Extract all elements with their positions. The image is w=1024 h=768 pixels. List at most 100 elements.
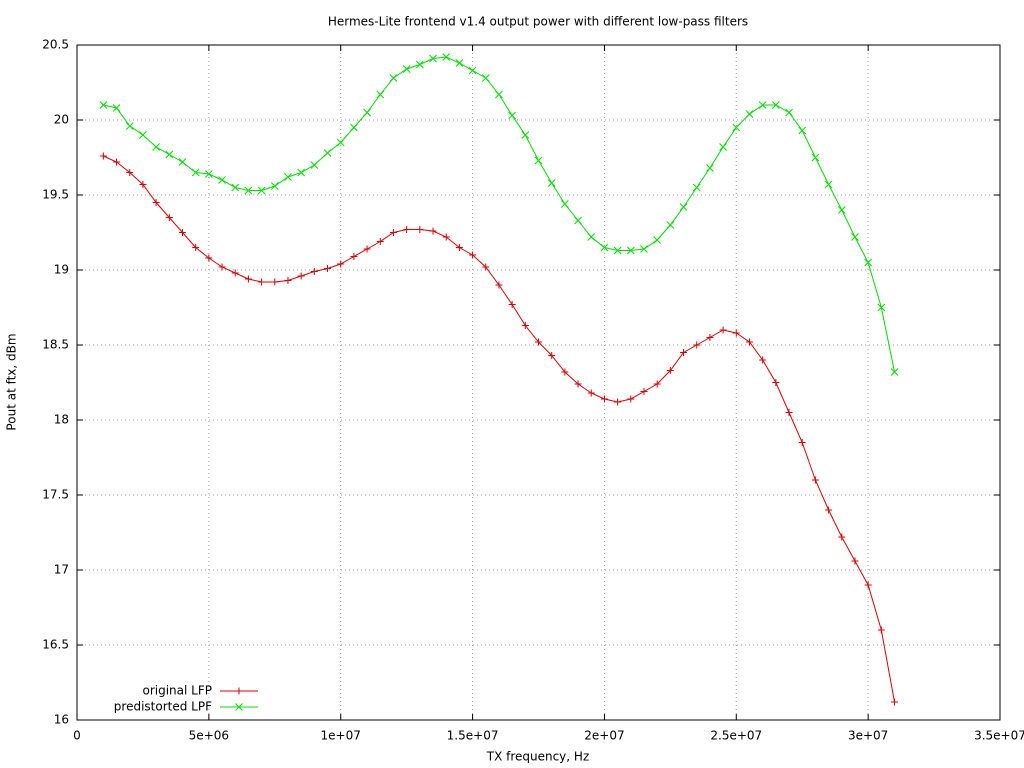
data-point <box>706 164 714 172</box>
series-line <box>103 56 896 373</box>
x-tick-label: 1.5e+07 <box>447 729 499 743</box>
data-point <box>785 108 793 117</box>
data-point <box>811 476 819 484</box>
data-point <box>495 90 503 99</box>
data-point <box>429 227 437 235</box>
data-point <box>732 329 740 337</box>
data-point <box>772 379 780 386</box>
data-point <box>139 181 147 188</box>
y-axis-label: Pout at ftx, dBm <box>5 333 19 430</box>
data-point <box>192 244 200 251</box>
data-point <box>205 254 213 262</box>
y-tick-label: 19 <box>54 263 69 277</box>
data-point <box>205 170 213 178</box>
data-point <box>126 169 134 176</box>
data-point <box>759 356 767 364</box>
data-point <box>798 126 807 135</box>
data-point <box>824 180 833 189</box>
data-point <box>389 229 397 236</box>
data-point <box>271 278 279 286</box>
data-point <box>235 687 243 695</box>
data-point <box>429 54 437 63</box>
data-point <box>284 173 292 181</box>
data-point <box>495 281 503 289</box>
data-point <box>363 108 371 117</box>
data-point <box>336 138 345 147</box>
data-point <box>679 203 688 211</box>
data-point <box>614 398 622 406</box>
data-point <box>825 506 833 514</box>
data-point <box>482 263 490 271</box>
data-point <box>561 200 569 208</box>
data-point <box>152 199 160 206</box>
data-point <box>640 245 648 253</box>
data-point <box>415 60 424 69</box>
data-point <box>666 221 675 229</box>
data-point <box>680 349 688 356</box>
data-point <box>851 233 859 241</box>
data-point <box>771 101 780 109</box>
y-tick-label: 18 <box>54 413 69 427</box>
x-tick-label: 2e+07 <box>584 729 624 743</box>
data-point <box>323 149 332 157</box>
data-point <box>798 439 806 446</box>
data-point <box>653 380 661 388</box>
data-point <box>218 263 226 271</box>
data-point <box>218 176 226 184</box>
data-point <box>600 243 609 252</box>
data-point <box>284 277 292 284</box>
x-tick-label: 5e+06 <box>189 729 229 743</box>
data-point <box>112 104 121 112</box>
y-tick-label: 16 <box>54 713 69 727</box>
data-point <box>99 152 107 160</box>
y-tick-label: 20 <box>54 113 69 127</box>
chart-title: Hermes-Lite frontend v1.4 output power w… <box>328 15 748 29</box>
series-line <box>103 155 896 703</box>
data-point <box>455 59 464 67</box>
data-point <box>692 183 701 192</box>
y-tick-label: 19.5 <box>42 188 69 202</box>
data-point <box>547 179 556 187</box>
data-point <box>270 182 279 190</box>
data-point <box>508 301 516 308</box>
data-point <box>442 53 451 61</box>
data-point <box>574 216 582 225</box>
data-point <box>706 334 714 341</box>
data-point <box>693 341 701 349</box>
data-point <box>337 260 345 268</box>
data-point <box>548 352 556 359</box>
data-point <box>231 183 240 192</box>
data-point <box>745 338 753 346</box>
data-point <box>719 326 727 334</box>
data-point <box>178 229 186 236</box>
data-point <box>258 278 266 286</box>
data-point <box>534 156 543 165</box>
data-point <box>113 158 121 166</box>
data-point <box>890 368 899 376</box>
data-point <box>191 168 200 177</box>
data-point <box>745 110 754 118</box>
data-point <box>165 150 174 159</box>
plot-border <box>76 44 1001 721</box>
data-point <box>363 245 371 253</box>
data-point <box>561 368 569 376</box>
data-point <box>521 131 530 139</box>
data-point <box>891 698 899 706</box>
data-point <box>627 395 635 403</box>
data-point <box>139 131 147 139</box>
data-point <box>376 90 385 99</box>
data-point <box>257 186 266 195</box>
data-point <box>350 123 358 132</box>
y-tick-label: 20.5 <box>42 38 69 52</box>
data-point <box>125 122 134 130</box>
data-point <box>402 65 411 73</box>
data-point <box>837 206 846 214</box>
data-point <box>376 238 384 245</box>
data-point <box>877 626 885 634</box>
y-tick-label: 16.5 <box>42 638 69 652</box>
data-point <box>535 338 542 346</box>
y-tick-label: 18.5 <box>42 338 69 352</box>
x-tick-label: 1e+07 <box>321 729 361 743</box>
data-point <box>508 111 516 120</box>
